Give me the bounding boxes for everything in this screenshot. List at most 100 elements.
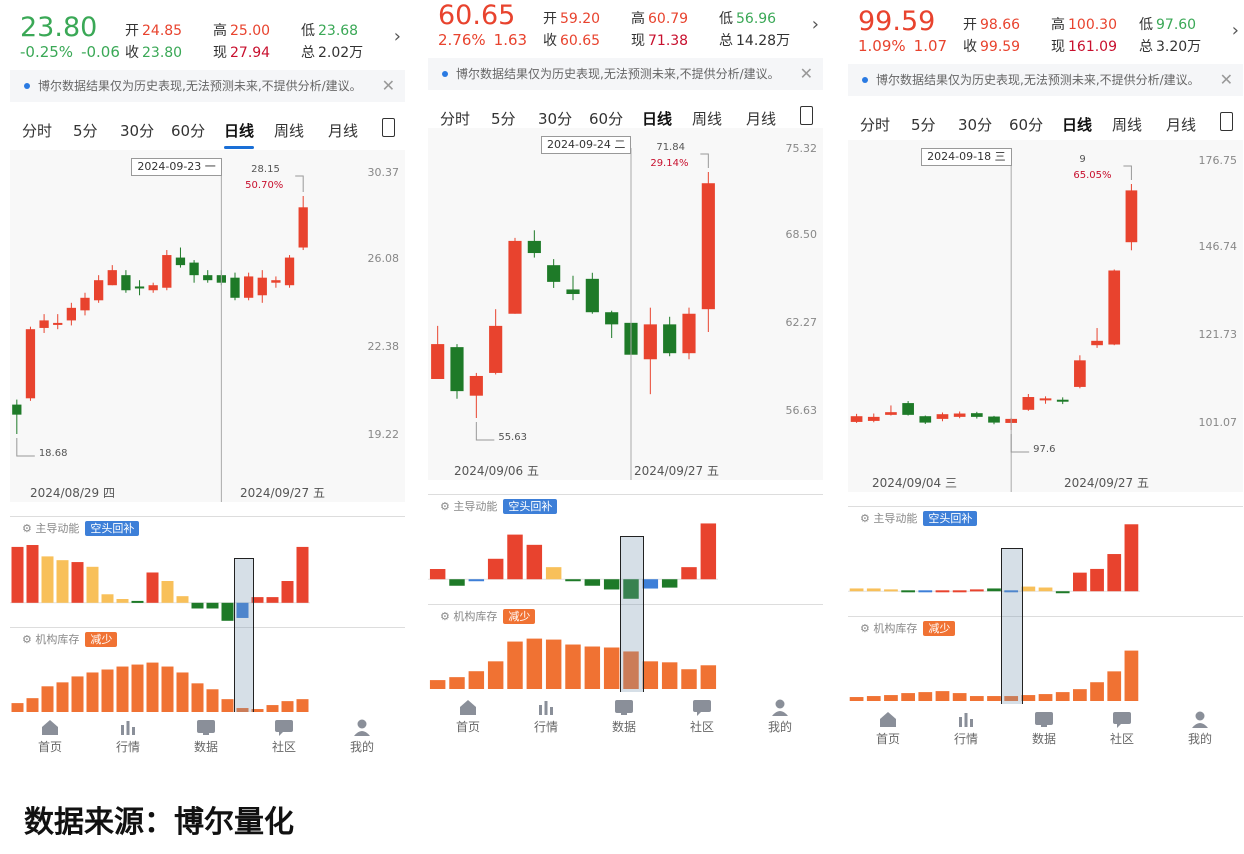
close-icon[interactable]: ✕: [1219, 70, 1233, 89]
inventory-bar: [584, 646, 601, 689]
tab-3[interactable]: 60分: [171, 122, 206, 140]
tab-2[interactable]: 30分: [538, 110, 573, 128]
nav-data[interactable]: 数据: [1016, 710, 1072, 747]
tab-5[interactable]: 周线: [274, 122, 305, 140]
candle: [66, 302, 76, 326]
quote-field-现: 现 71.38: [631, 30, 688, 50]
tab-5[interactable]: 周线: [692, 110, 723, 128]
close-icon[interactable]: ✕: [799, 64, 813, 83]
crosshair-date: 2024-09-24 二: [541, 136, 632, 154]
chevron-right-icon[interactable]: ›: [1231, 20, 1239, 41]
candle: [162, 250, 172, 291]
nav-community[interactable]: 社区: [674, 698, 730, 735]
momentum-bar: [526, 544, 543, 580]
inventory-bar: [1004, 696, 1019, 701]
inventory-bar: [526, 638, 543, 689]
high-leader-line: [295, 175, 304, 192]
momentum-bar: [1107, 554, 1122, 592]
momentum-bar: [1073, 572, 1087, 592]
momentum-title: ⚙ 主导动能 空头回补: [22, 520, 140, 536]
momentum-badge: 空头回补: [503, 499, 558, 514]
rotate-screen-icon[interactable]: [382, 118, 395, 137]
nav-market[interactable]: 行情: [518, 698, 574, 735]
nav-data[interactable]: 数据: [596, 698, 652, 735]
change-amount: -0.06: [81, 43, 120, 61]
tab-3[interactable]: 60分: [589, 110, 624, 128]
momentum-bar: [296, 546, 309, 603]
crosshair-date: 2024-09-23 一: [131, 158, 222, 176]
tab-4[interactable]: 日线: [1062, 116, 1093, 143]
nav-market[interactable]: 行情: [938, 710, 994, 747]
nav-profile[interactable]: 我的: [1172, 710, 1228, 747]
chevron-right-icon[interactable]: ›: [393, 26, 401, 47]
nav-community[interactable]: 社区: [256, 718, 312, 755]
momentum-bar: [918, 590, 933, 593]
rotate-screen-icon[interactable]: [1220, 112, 1233, 131]
tab-0[interactable]: 分时: [22, 122, 53, 140]
candle: [175, 247, 186, 268]
close-icon[interactable]: ✕: [381, 76, 395, 95]
field-value: 100.30: [1068, 17, 1117, 33]
candle: [919, 415, 932, 424]
candle: [885, 405, 897, 416]
y-axis-label: 62.27: [785, 316, 818, 329]
tab-2[interactable]: 30分: [120, 122, 155, 140]
disclaimer-text: 博尔数据结果仅为历史表现,无法预测未来,不提供分析/建议。: [38, 79, 362, 93]
y-axis-label: 68.50: [785, 228, 818, 241]
momentum-bar: [952, 590, 967, 593]
momentum-bar: [507, 534, 523, 580]
nav-profile[interactable]: 我的: [334, 718, 390, 755]
rotate-screen-icon[interactable]: [800, 106, 813, 125]
tab-3[interactable]: 60分: [1009, 116, 1044, 134]
tab-5[interactable]: 周线: [1112, 116, 1143, 134]
momentum-title: ⚙ 主导动能 空头回补: [860, 510, 978, 526]
x-axis-start-date: 2024/09/04 三: [872, 476, 957, 490]
inventory-bar: [866, 696, 881, 701]
tab-1[interactable]: 5分: [491, 110, 516, 128]
disclaimer-bar: 博尔数据结果仅为历史表现,无法预测未来,不提供分析/建议。 ✕: [848, 64, 1243, 96]
inventory-bar: [251, 709, 264, 712]
tab-2[interactable]: 30分: [958, 116, 993, 134]
candle: [1125, 184, 1138, 251]
tab-0[interactable]: 分时: [440, 110, 471, 128]
market-icon: [959, 713, 973, 727]
nav-home[interactable]: 首页: [440, 698, 496, 735]
tab-4[interactable]: 日线: [642, 110, 673, 137]
candle: [298, 196, 308, 251]
tab-1[interactable]: 5分: [911, 116, 936, 134]
chevron-right-icon[interactable]: ›: [811, 14, 819, 35]
nav-home[interactable]: 首页: [22, 718, 78, 755]
x-axis-end-date: 2024/09/27 五: [240, 486, 325, 500]
tab-6[interactable]: 月线: [746, 110, 777, 128]
inventory-bar: [901, 693, 915, 701]
candle: [1091, 328, 1103, 348]
inventory-bar: [884, 695, 898, 701]
nav-profile[interactable]: 我的: [752, 698, 808, 735]
candle: [1074, 355, 1086, 389]
candle: [970, 411, 983, 419]
nav-community[interactable]: 社区: [1094, 710, 1150, 747]
tab-6[interactable]: 月线: [328, 122, 359, 140]
tab-4[interactable]: 日线: [224, 122, 255, 149]
nav-market[interactable]: 行情: [100, 718, 156, 755]
inventory-bar: [487, 661, 504, 689]
inventory-indicator: ⚙ 机构库存 减少: [848, 616, 1243, 701]
stock-panel-1: 23.80 -0.25% -0.06 开 24.85 高 25.00 低 23.68 收 23.80…: [10, 0, 405, 770]
candle: [12, 399, 22, 434]
nav-label: 行情: [115, 740, 140, 754]
title-text: ⚙ 机构库存: [22, 633, 80, 646]
inventory-bar: [56, 682, 69, 712]
nav-home[interactable]: 首页: [860, 710, 916, 747]
momentum-bar: [987, 588, 1001, 592]
field-value: 60.79: [648, 11, 689, 27]
quote-field-现: 现 27.94: [213, 42, 270, 62]
nav-data[interactable]: 数据: [178, 718, 234, 755]
inventory-bar: [849, 697, 864, 701]
inventory-bar: [1021, 695, 1036, 701]
current-price: 60.65: [438, 0, 516, 31]
candle: [80, 292, 90, 316]
tab-1[interactable]: 5分: [73, 122, 98, 140]
tab-0[interactable]: 分时: [860, 116, 891, 134]
low-value: 97.6: [1033, 444, 1056, 455]
tab-6[interactable]: 月线: [1166, 116, 1197, 134]
